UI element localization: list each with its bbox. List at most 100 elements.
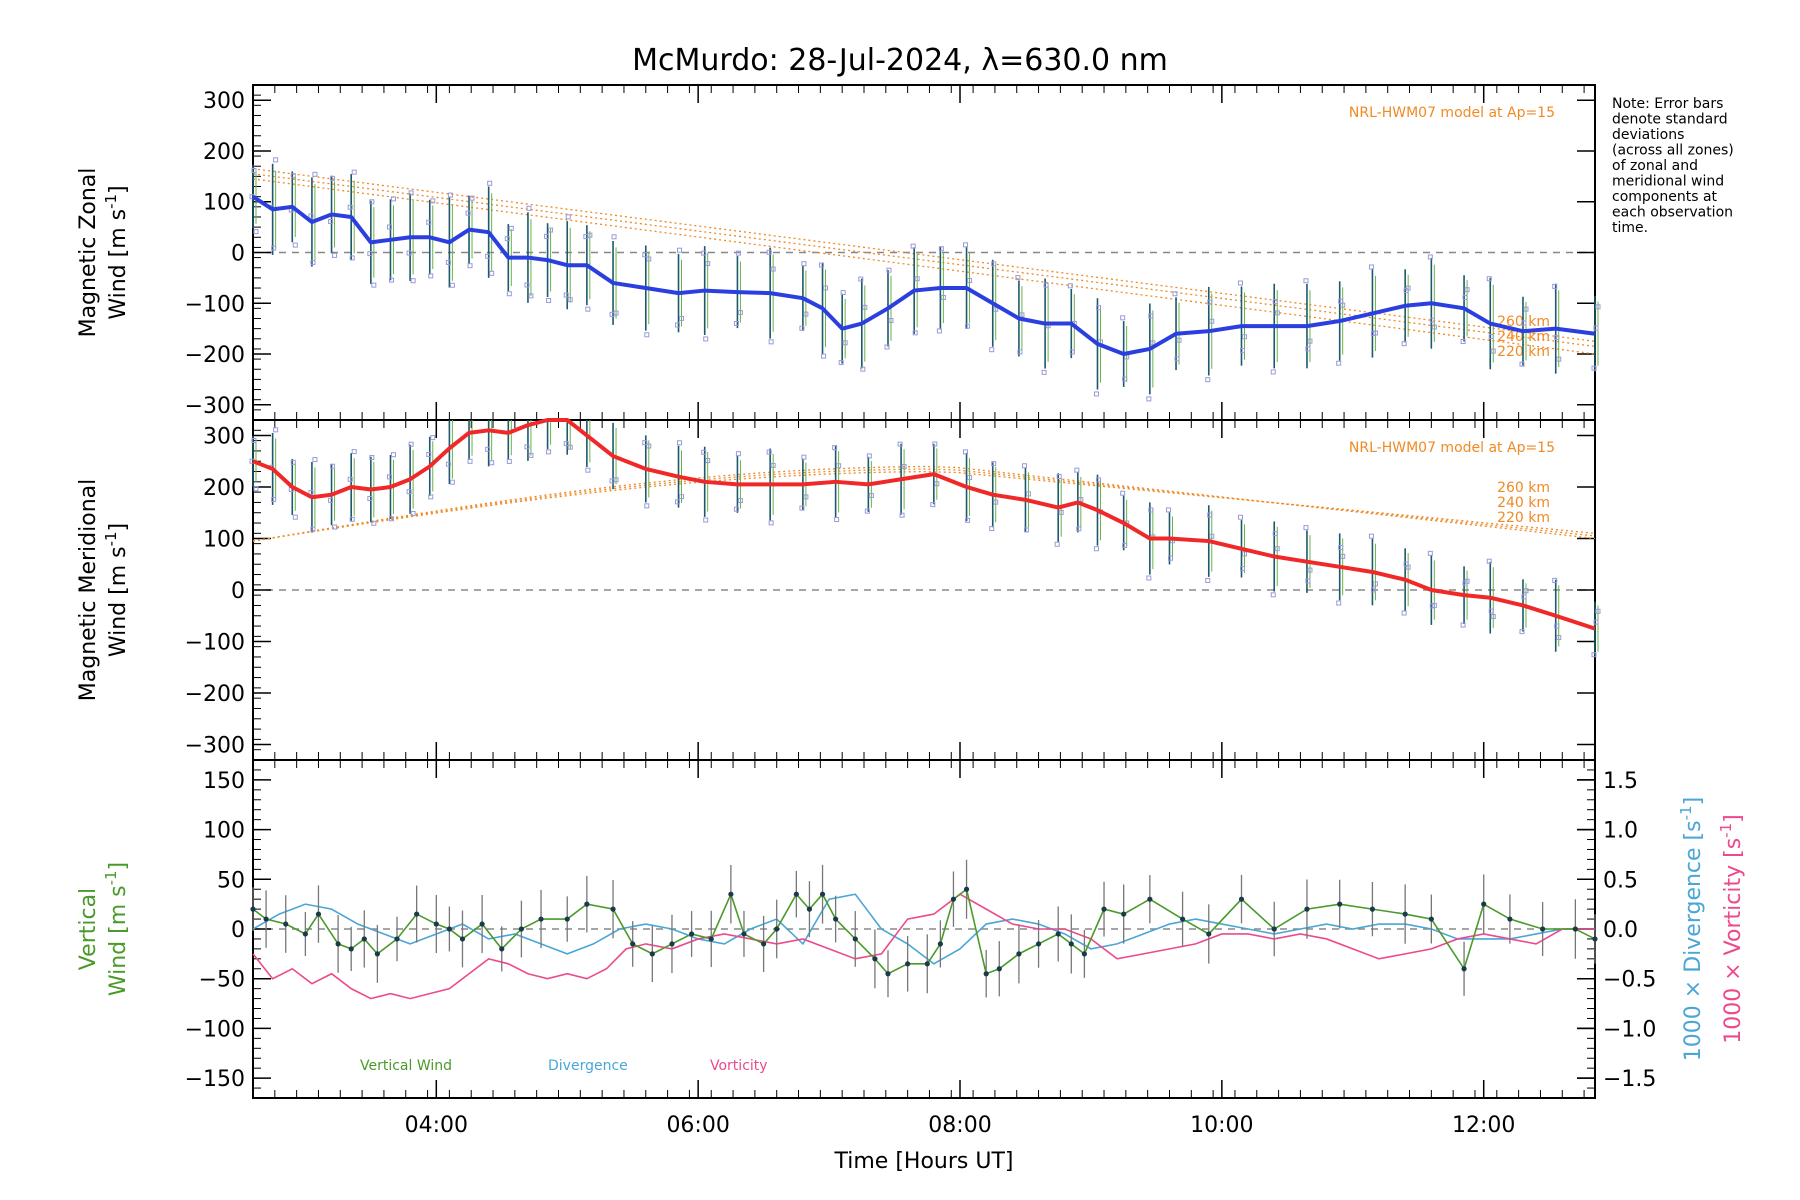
scatter-point <box>965 323 971 329</box>
scatter-point <box>1523 306 1529 312</box>
vertical-wind-point <box>741 931 747 937</box>
scatter-point <box>770 266 776 272</box>
scatter-point <box>1368 533 1374 539</box>
scatter-point <box>679 494 685 500</box>
scatter-point <box>766 249 772 255</box>
y-tick-label: 0 <box>231 918 245 943</box>
vertical-wind-point <box>885 971 891 977</box>
vertical-wind-point <box>499 946 505 952</box>
scatter-point <box>1521 594 1527 600</box>
vertical-wind-point <box>1507 916 1513 922</box>
scatter-point <box>910 243 916 249</box>
y-tick-label: −100 <box>185 631 245 656</box>
scatter-point <box>1370 587 1376 593</box>
scatter-point <box>737 498 743 504</box>
y2-tick-label: −1.0 <box>1603 1017 1656 1042</box>
scatter-point <box>447 192 453 198</box>
scatter-point <box>1460 622 1466 628</box>
scatter-point <box>1486 558 1492 564</box>
vertical-wind-point <box>1179 916 1186 922</box>
scatter-point <box>330 463 336 469</box>
y-tick-label: 100 <box>203 527 245 552</box>
vertical-wind-point <box>1540 926 1546 932</box>
scatter-point <box>430 198 436 204</box>
scatter-point <box>310 526 316 532</box>
scatter-point <box>1272 299 1278 305</box>
scatter-point <box>1593 325 1599 331</box>
vertical-wind-point <box>1592 936 1598 942</box>
y-tick-label: −300 <box>185 734 245 759</box>
y-tick-label: 50 <box>217 868 245 893</box>
scatter-point <box>1488 334 1494 340</box>
scatter-point <box>449 479 455 485</box>
scatter-point <box>989 347 995 353</box>
scatter-point <box>613 310 619 316</box>
scatter-point <box>469 195 475 201</box>
scatter-point <box>1167 555 1173 561</box>
y-axis-label: Wind [m s-1] <box>102 185 131 319</box>
scatter-point <box>993 306 999 312</box>
scatter-point <box>838 360 844 366</box>
note-line: denote standard <box>1612 112 1728 128</box>
scatter-point <box>587 232 593 238</box>
scatter-point <box>390 452 396 458</box>
scatter-point <box>485 446 491 452</box>
vertical-wind-point <box>689 931 695 937</box>
scatter-point <box>449 282 455 288</box>
scatter-point <box>524 444 530 450</box>
scatter-point <box>408 441 414 447</box>
scatter-point <box>1556 356 1562 362</box>
scatter-point <box>967 277 973 283</box>
y-tick-label: −150 <box>185 1067 245 1092</box>
scatter-point <box>1460 338 1466 344</box>
scatter-point <box>1067 283 1073 289</box>
scatter-point <box>428 494 434 500</box>
scatter-point <box>1120 315 1126 321</box>
note-line: deviations <box>1612 127 1684 143</box>
y-axis-label: Magnetic Meridional <box>76 479 101 701</box>
scatter-point <box>388 277 394 283</box>
scatter-point <box>1017 349 1023 355</box>
scatter-point <box>1519 629 1525 635</box>
scatter-point <box>868 493 874 499</box>
scatter-point <box>646 443 652 449</box>
scatter-point <box>888 318 894 324</box>
scatter-point <box>445 461 451 467</box>
model-altitude-label: 240 km <box>1497 495 1550 511</box>
vertical-wind-point <box>283 921 289 927</box>
scatter-point <box>1552 283 1558 289</box>
scatter-point <box>1207 299 1213 305</box>
vertical-wind-point <box>852 936 858 942</box>
vertical-wind-point <box>761 941 767 947</box>
vertical-wind-point <box>649 951 655 957</box>
scatter-point <box>801 454 807 460</box>
scatter-point <box>1340 553 1346 559</box>
vertical-wind-point <box>774 926 780 932</box>
scatter-point <box>1015 275 1021 281</box>
scatter-point <box>349 255 355 261</box>
scatter-point <box>467 263 473 269</box>
y2-label-bracket: ] <box>1681 797 1706 806</box>
scatter-point <box>489 460 495 466</box>
scatter-point <box>1305 578 1311 584</box>
scatter-point <box>1427 254 1433 260</box>
scatter-point <box>1237 280 1243 286</box>
scatter-point <box>912 330 918 336</box>
scatter-point <box>386 474 392 480</box>
scatter-point <box>1595 304 1601 310</box>
y-tick-label: −200 <box>185 682 245 707</box>
vertical-wind-point <box>1068 941 1074 947</box>
vertical-wind-point <box>1428 916 1434 922</box>
vertical-wind-point <box>348 946 354 952</box>
scatter-point <box>701 250 707 256</box>
vertical-wind-point <box>1016 951 1022 957</box>
scatter-point <box>386 224 392 230</box>
scatter-point <box>371 282 377 288</box>
scatter-point <box>565 214 571 220</box>
scatter-point <box>1148 313 1154 319</box>
scatter-point <box>801 261 807 267</box>
vertical-wind-point <box>1337 901 1343 907</box>
scatter-point <box>1023 527 1029 533</box>
vertical-wind-point <box>250 906 256 912</box>
x-tick-label: 06:00 <box>666 1113 729 1138</box>
